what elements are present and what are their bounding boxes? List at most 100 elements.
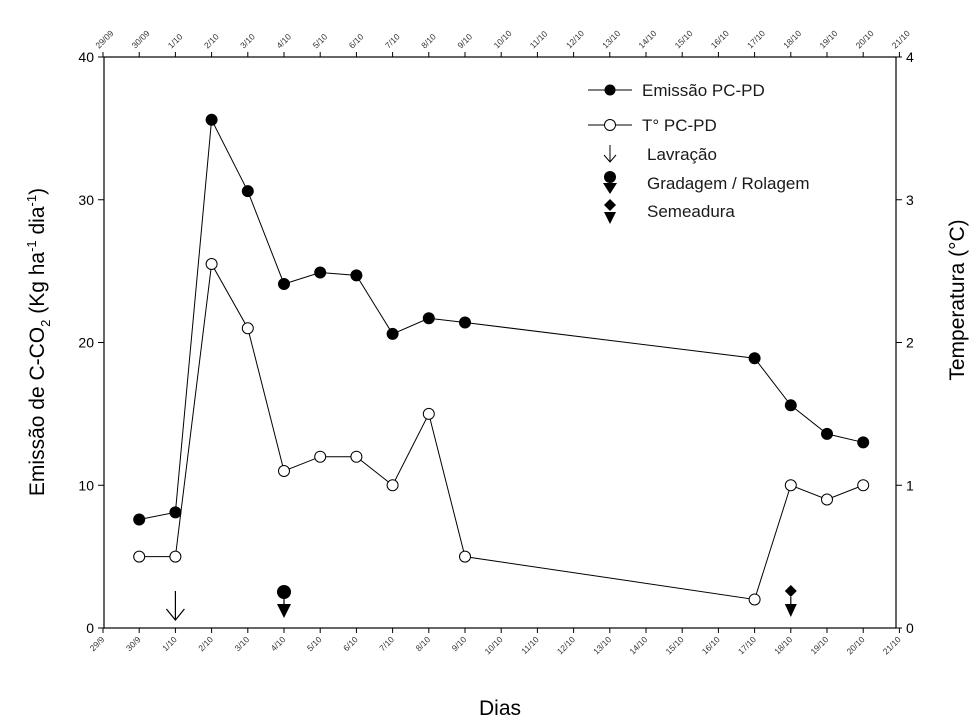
y-tick-label-right: 4 [906, 49, 914, 65]
y-tick-label-right: 1 [906, 477, 914, 493]
legend-marker-temperatura [604, 119, 616, 131]
y-axis-ticks: 0 10 20 30 40 0 1 2 3 4 [78, 49, 914, 636]
x-tick-label-bottom: 20/10 [844, 634, 866, 656]
x-tick-label-bottom: 16/10 [700, 634, 722, 656]
legend-label-temperatura: T° PC-PD [642, 116, 717, 135]
data-point [133, 550, 146, 563]
x-tick-label-bottom: 13/10 [591, 634, 613, 656]
x-tick-label-bottom: 12/10 [555, 634, 577, 656]
series-layer [133, 113, 870, 606]
data-point [386, 327, 399, 340]
data-point [821, 493, 833, 506]
data-point [350, 269, 363, 282]
legend-label-lavracao: Lavração [647, 145, 717, 164]
event-marker-arrow [165, 591, 185, 621]
data-point [459, 316, 471, 329]
y-axis-title-right: Temperatura (°C) [946, 219, 969, 380]
x-tick-label-top: 16/10 [709, 28, 731, 50]
data-point [169, 506, 182, 519]
event-marker-circle-arrow [277, 585, 291, 618]
legend-label-semeadura: Semeadura [647, 202, 735, 221]
data-point [350, 450, 363, 463]
x-tick-label-top: 21/10 [890, 28, 912, 50]
x-tick-label-top: 14/10 [636, 28, 658, 50]
data-point [133, 513, 146, 526]
x-tick-label-top: 19/10 [817, 28, 839, 50]
data-point [241, 322, 254, 335]
data-point [169, 550, 182, 563]
y-tick-label-left: 0 [86, 620, 94, 636]
events-layer [165, 585, 797, 621]
x-tick-label-bottom: 1/10 [160, 634, 179, 653]
data-point [748, 593, 761, 606]
data-point [784, 399, 797, 412]
data-point [748, 352, 761, 365]
x-tick-label-top: 30/09 [130, 28, 152, 50]
x-tick-label-bottom: 21/10 [881, 634, 903, 656]
x-tick-label-top: 5/10 [311, 31, 330, 50]
y-tick-label-left: 20 [78, 335, 94, 351]
data-point [314, 450, 327, 463]
x-tick-label-top: 11/10 [528, 29, 550, 51]
data-point [386, 479, 399, 492]
data-point [278, 277, 290, 290]
x-tick-label-bottom: 4/10 [269, 634, 288, 653]
y-tick-label-left: 40 [78, 49, 94, 65]
x-tick-label-top: 7/10 [383, 31, 402, 50]
x-tick-label-top: 20/10 [854, 28, 876, 50]
x-tick-label-bottom: 9/10 [450, 634, 469, 653]
x-tick-label-top: 29/09 [93, 28, 115, 50]
data-point [241, 185, 254, 198]
x-tick-label-top: 4/10 [274, 31, 293, 50]
data-point [857, 436, 870, 449]
data-point [422, 312, 435, 325]
x-tick-label-top: 2/10 [202, 31, 221, 50]
legend: Emissão PC-PD T° PC-PD Lavração Gradagem… [588, 81, 810, 224]
x-tick-label-bottom: 3/10 [232, 634, 251, 653]
x-tick-label-bottom: 18/10 [772, 634, 794, 656]
x-tick-label-top: 6/10 [347, 31, 366, 50]
x-axis-title: Dias [479, 697, 521, 720]
x-tick-label-top: 12/10 [564, 28, 586, 50]
x-tick-label-bottom: 6/10 [341, 634, 360, 653]
data-point [278, 464, 290, 477]
y-tick-label-right: 0 [906, 620, 914, 636]
x-tick-label-top: 15/10 [673, 28, 695, 50]
data-point [314, 266, 327, 279]
x-tick-label-top: 10/10 [492, 28, 514, 50]
legend-marker-emissao [604, 84, 616, 96]
data-point [205, 257, 218, 270]
data-point [205, 113, 218, 126]
x-tick-label-top: 9/10 [455, 31, 474, 50]
x-tick-label-bottom: 15/10 [663, 634, 685, 656]
y-axis-title-left: Emissão de C-CO2 (Kg ha-1 dia-1) [24, 188, 53, 496]
legend-label-gradagem: Gradagem / Rolagem [647, 174, 810, 193]
x-tick-label-bottom: 7/10 [377, 634, 396, 653]
y-tick-label-left: 10 [78, 477, 94, 493]
x-tick-label-bottom: 17/10 [736, 634, 758, 656]
legend-lavracao-arrow-icon [603, 145, 617, 163]
x-tick-label-top: 8/10 [419, 31, 438, 50]
data-point [857, 479, 870, 492]
event-marker-diamond-arrow [784, 585, 797, 617]
x-tick-label-top: 18/10 [781, 28, 803, 50]
legend-label-emissao: Emissão PC-PD [642, 81, 765, 100]
x-tick-label-bottom: 11/10 [519, 634, 541, 656]
x-tick-label-bottom: 29/9 [88, 634, 107, 653]
x-tick-label-bottom: 10/10 [482, 634, 504, 656]
x-tick-label-top: 3/10 [238, 31, 257, 50]
x-tick-label-bottom: 30/9 [124, 634, 143, 653]
x-tick-label-top: 1/10 [166, 31, 185, 50]
x-tick-label-top: 13/10 [600, 28, 622, 50]
x-tick-label-bottom: 2/10 [196, 634, 215, 653]
y-tick-label-right: 3 [906, 192, 914, 208]
legend-semeadura-icon [604, 199, 616, 224]
data-point [459, 550, 471, 563]
series-line-1 [139, 262, 864, 601]
x-tick-label-bottom: 8/10 [413, 634, 432, 653]
x-axis-ticks: 29/9 29/09 30/9 30/09 1/10 1/10 2/10 2/10 3/10 3/… [88, 28, 912, 656]
y-tick-label-right: 2 [906, 335, 914, 351]
data-point [821, 427, 833, 440]
data-point [422, 407, 435, 420]
